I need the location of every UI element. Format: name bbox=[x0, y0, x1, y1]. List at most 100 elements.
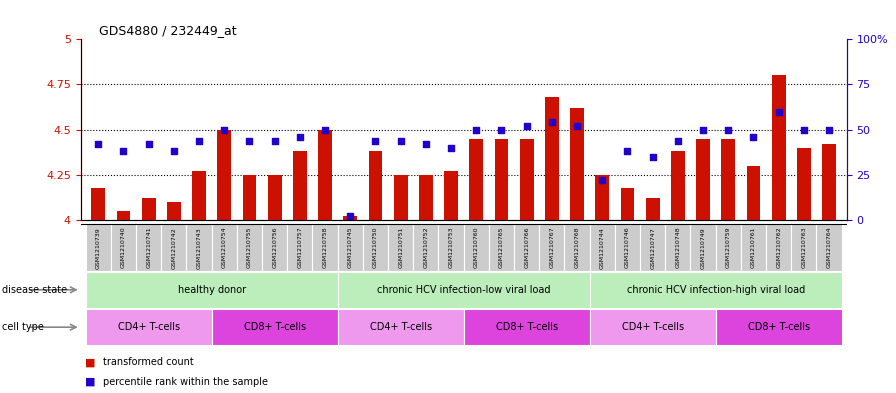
Bar bbox=[419, 175, 433, 220]
Text: ■: ■ bbox=[85, 377, 99, 387]
FancyBboxPatch shape bbox=[338, 309, 464, 345]
Point bbox=[797, 127, 811, 133]
Point bbox=[368, 138, 383, 144]
Bar bbox=[823, 144, 836, 220]
Text: GSM1210754: GSM1210754 bbox=[222, 227, 227, 268]
Text: GSM1210752: GSM1210752 bbox=[424, 227, 428, 268]
Text: GSM1210761: GSM1210761 bbox=[751, 227, 756, 268]
Bar bbox=[444, 171, 458, 220]
Point bbox=[142, 141, 156, 147]
Bar bbox=[293, 151, 306, 220]
FancyBboxPatch shape bbox=[111, 224, 136, 271]
Point bbox=[746, 134, 761, 140]
Text: GSM1210760: GSM1210760 bbox=[474, 227, 478, 268]
FancyBboxPatch shape bbox=[590, 224, 615, 271]
FancyBboxPatch shape bbox=[564, 224, 590, 271]
Point bbox=[91, 141, 106, 147]
Text: GSM1210757: GSM1210757 bbox=[297, 227, 302, 268]
Text: healthy donor: healthy donor bbox=[177, 285, 246, 295]
Bar bbox=[470, 139, 483, 220]
Text: GSM1210758: GSM1210758 bbox=[323, 227, 328, 268]
Bar bbox=[746, 166, 761, 220]
FancyBboxPatch shape bbox=[211, 309, 338, 345]
FancyBboxPatch shape bbox=[590, 309, 716, 345]
Text: GSM1210747: GSM1210747 bbox=[650, 227, 655, 268]
Point bbox=[217, 127, 231, 133]
FancyBboxPatch shape bbox=[464, 309, 590, 345]
FancyBboxPatch shape bbox=[615, 224, 640, 271]
Point bbox=[822, 127, 836, 133]
Bar bbox=[393, 175, 408, 220]
Text: percentile rank within the sample: percentile rank within the sample bbox=[103, 377, 268, 387]
Point bbox=[418, 141, 433, 147]
FancyBboxPatch shape bbox=[388, 224, 413, 271]
Point bbox=[444, 145, 458, 151]
FancyBboxPatch shape bbox=[363, 224, 388, 271]
Bar bbox=[696, 139, 710, 220]
Bar bbox=[268, 175, 281, 220]
Text: GSM1210763: GSM1210763 bbox=[801, 227, 806, 268]
Text: GSM1210759: GSM1210759 bbox=[726, 227, 731, 268]
FancyBboxPatch shape bbox=[514, 224, 539, 271]
Point bbox=[470, 127, 484, 133]
FancyBboxPatch shape bbox=[288, 224, 313, 271]
Point bbox=[268, 138, 282, 144]
Text: GSM1210749: GSM1210749 bbox=[701, 227, 705, 268]
Text: GSM1210745: GSM1210745 bbox=[348, 227, 353, 268]
Text: GSM1210748: GSM1210748 bbox=[676, 227, 680, 268]
Text: CD8+ T-cells: CD8+ T-cells bbox=[244, 322, 306, 332]
Text: GSM1210756: GSM1210756 bbox=[272, 227, 277, 268]
Point bbox=[192, 138, 206, 144]
Text: CD4+ T-cells: CD4+ T-cells bbox=[117, 322, 180, 332]
FancyBboxPatch shape bbox=[86, 309, 211, 345]
FancyBboxPatch shape bbox=[489, 224, 514, 271]
Text: GSM1210755: GSM1210755 bbox=[247, 227, 252, 268]
Point bbox=[696, 127, 711, 133]
Bar bbox=[218, 130, 231, 220]
Text: GSM1210751: GSM1210751 bbox=[398, 227, 403, 268]
FancyBboxPatch shape bbox=[237, 224, 262, 271]
FancyBboxPatch shape bbox=[338, 224, 363, 271]
Text: GSM1210743: GSM1210743 bbox=[196, 227, 202, 268]
Point bbox=[495, 127, 509, 133]
FancyBboxPatch shape bbox=[741, 224, 766, 271]
Text: GSM1210750: GSM1210750 bbox=[373, 227, 378, 268]
Bar bbox=[545, 97, 559, 220]
Text: GSM1210766: GSM1210766 bbox=[524, 227, 530, 268]
FancyBboxPatch shape bbox=[640, 224, 665, 271]
Text: chronic HCV infection-high viral load: chronic HCV infection-high viral load bbox=[626, 285, 805, 295]
FancyBboxPatch shape bbox=[136, 224, 161, 271]
Bar bbox=[167, 202, 181, 220]
FancyBboxPatch shape bbox=[86, 224, 111, 271]
Point bbox=[721, 127, 736, 133]
Point bbox=[242, 138, 256, 144]
FancyBboxPatch shape bbox=[716, 309, 841, 345]
Bar bbox=[495, 139, 508, 220]
FancyBboxPatch shape bbox=[539, 224, 564, 271]
FancyBboxPatch shape bbox=[691, 224, 716, 271]
FancyBboxPatch shape bbox=[438, 224, 464, 271]
Bar bbox=[142, 198, 156, 220]
Text: GSM1210768: GSM1210768 bbox=[574, 227, 580, 268]
Bar bbox=[570, 108, 584, 220]
FancyBboxPatch shape bbox=[161, 224, 186, 271]
Text: GSM1210744: GSM1210744 bbox=[599, 227, 605, 268]
Text: GDS4880 / 232449_at: GDS4880 / 232449_at bbox=[99, 24, 237, 37]
Text: GSM1210740: GSM1210740 bbox=[121, 227, 126, 268]
Text: chronic HCV infection-low viral load: chronic HCV infection-low viral load bbox=[377, 285, 550, 295]
Text: CD8+ T-cells: CD8+ T-cells bbox=[747, 322, 810, 332]
Point bbox=[520, 123, 534, 129]
Bar bbox=[595, 175, 609, 220]
Text: GSM1210764: GSM1210764 bbox=[827, 227, 831, 268]
Bar bbox=[318, 130, 332, 220]
Bar bbox=[646, 198, 659, 220]
Point bbox=[645, 154, 659, 160]
Bar bbox=[671, 151, 685, 220]
Point bbox=[595, 177, 609, 184]
Text: GSM1210746: GSM1210746 bbox=[625, 227, 630, 268]
FancyBboxPatch shape bbox=[413, 224, 438, 271]
Point bbox=[570, 123, 584, 129]
FancyBboxPatch shape bbox=[464, 224, 489, 271]
Text: ■: ■ bbox=[85, 358, 99, 367]
FancyBboxPatch shape bbox=[816, 224, 841, 271]
